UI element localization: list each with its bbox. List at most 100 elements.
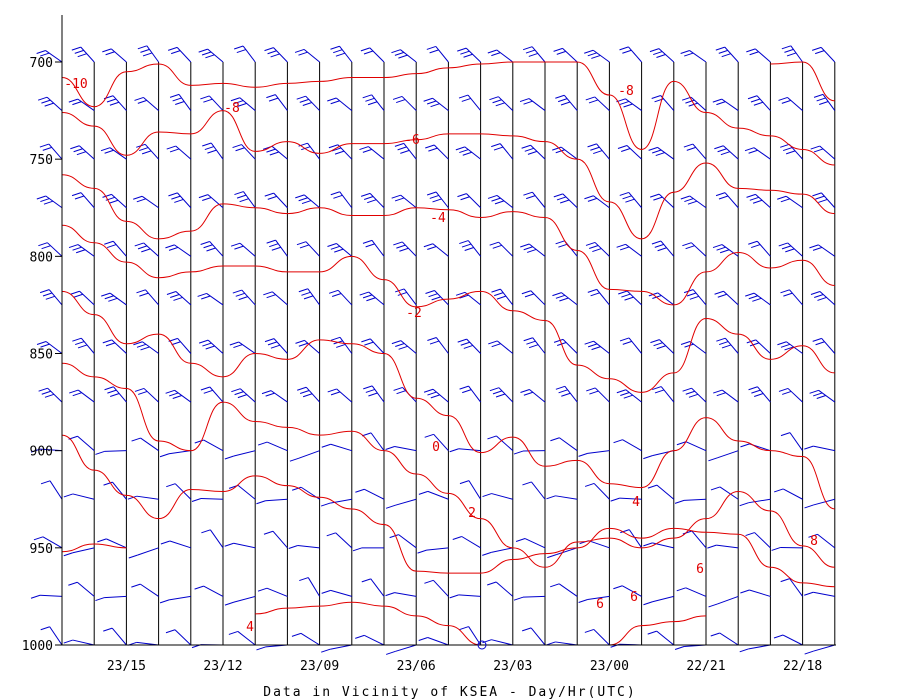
x-axis-label: Data in Vicinity of KSEA - Day/Hr(UTC)	[263, 685, 636, 700]
wind-barb	[361, 338, 385, 354]
wind-barb	[263, 291, 288, 306]
wind-barb	[385, 592, 417, 597]
wind-barb	[546, 641, 578, 646]
wind-barb	[36, 340, 63, 354]
x-tick-label: 23/12	[203, 659, 242, 674]
wind-barb	[713, 389, 739, 403]
wind-barb	[103, 481, 127, 500]
wind-barb	[169, 93, 192, 111]
wind-barb	[714, 145, 739, 160]
wind-barb	[550, 583, 578, 597]
wind-barb	[224, 595, 256, 606]
wind-barb	[257, 587, 288, 597]
wind-barb	[330, 191, 353, 209]
wind-barb	[740, 589, 771, 597]
wind-barb	[487, 49, 514, 63]
isotherm-line	[609, 615, 707, 646]
wind-barb	[810, 291, 836, 306]
wind-barb	[355, 634, 385, 646]
wind-barb	[523, 191, 546, 209]
wind-barb	[298, 288, 321, 306]
wind-barb	[780, 578, 804, 597]
wind-barb	[39, 143, 63, 160]
wind-barb	[746, 339, 771, 354]
wind-barb	[136, 143, 159, 160]
wind-barb	[63, 493, 95, 500]
isotherm-line	[255, 601, 481, 646]
wind-barb	[457, 193, 481, 209]
wind-barb	[327, 97, 353, 111]
wind-barb	[299, 577, 321, 597]
station-marker	[477, 640, 487, 650]
wind-barb	[256, 644, 288, 651]
wind-barb	[616, 243, 642, 257]
wind-barb	[362, 239, 385, 257]
wind-barb	[102, 339, 127, 354]
wind-barb	[616, 98, 642, 111]
wind-barb	[232, 144, 256, 160]
wind-barb	[202, 142, 224, 160]
wind-barb	[68, 244, 95, 257]
wind-barb	[63, 547, 95, 557]
wind-barb	[778, 96, 803, 111]
wind-barb	[70, 290, 95, 306]
wind-barb	[619, 337, 642, 354]
wind-barb	[134, 96, 159, 111]
wind-barb	[394, 142, 417, 160]
wind-barb	[777, 341, 803, 354]
isotherm-line	[61, 434, 835, 588]
wind-barb	[739, 498, 771, 507]
wind-barb	[712, 98, 739, 111]
wind-barb	[355, 488, 385, 500]
wind-barb	[578, 595, 610, 603]
x-tick-label: 23/06	[397, 659, 436, 674]
wind-barb	[452, 536, 481, 549]
y-tick-label: 800	[30, 250, 53, 265]
wind-barb	[68, 581, 95, 597]
wind-barb	[520, 389, 546, 403]
wind-barb	[391, 49, 417, 63]
x-tick-label: 23/03	[493, 659, 532, 674]
x-tick-label: 22/21	[686, 659, 725, 674]
wind-barb	[166, 145, 192, 160]
y-tick-label: 750	[30, 153, 53, 168]
wind-barb	[257, 441, 288, 452]
x-tick-label: 23/15	[107, 659, 146, 674]
wind-barb	[128, 547, 159, 559]
wind-barb	[744, 147, 771, 160]
wind-barb	[418, 490, 449, 500]
wind-barb	[134, 387, 159, 403]
wind-barb	[201, 529, 224, 549]
wind-barb	[745, 292, 771, 306]
isotherm-line	[770, 61, 835, 102]
wind-barb	[619, 191, 642, 209]
wind-barb	[291, 632, 320, 646]
wind-barbs	[30, 45, 836, 655]
y-tick-label: 950	[30, 542, 53, 557]
wind-barb	[746, 193, 771, 209]
wind-barb	[321, 443, 352, 452]
wind-barb	[449, 448, 481, 453]
isotherm-label: 4	[246, 620, 254, 635]
wind-barb	[745, 532, 771, 549]
x-tick-labels: 23/15 23/12 23/09 23/06 23/03 23/00 22/21 22/18	[107, 659, 822, 674]
wind-barb	[459, 480, 482, 500]
wind-barb	[289, 450, 320, 462]
wind-barb	[489, 387, 514, 403]
wind-barb	[264, 338, 288, 354]
wind-barb	[553, 193, 578, 209]
wind-barb	[491, 288, 514, 306]
wind-barb	[33, 536, 63, 549]
wind-barb	[459, 626, 482, 646]
wind-barb	[712, 244, 739, 257]
wind-barb	[812, 46, 836, 63]
isotherm-label: -8	[618, 84, 634, 99]
wind-barb	[647, 630, 675, 646]
wind-barb	[423, 388, 449, 403]
wind-barb	[521, 627, 546, 646]
wind-barb	[288, 545, 320, 550]
wind-barb	[200, 240, 224, 257]
isotherm-label: -10	[64, 77, 87, 92]
wind-barb	[104, 386, 127, 403]
wind-barb	[131, 437, 159, 452]
